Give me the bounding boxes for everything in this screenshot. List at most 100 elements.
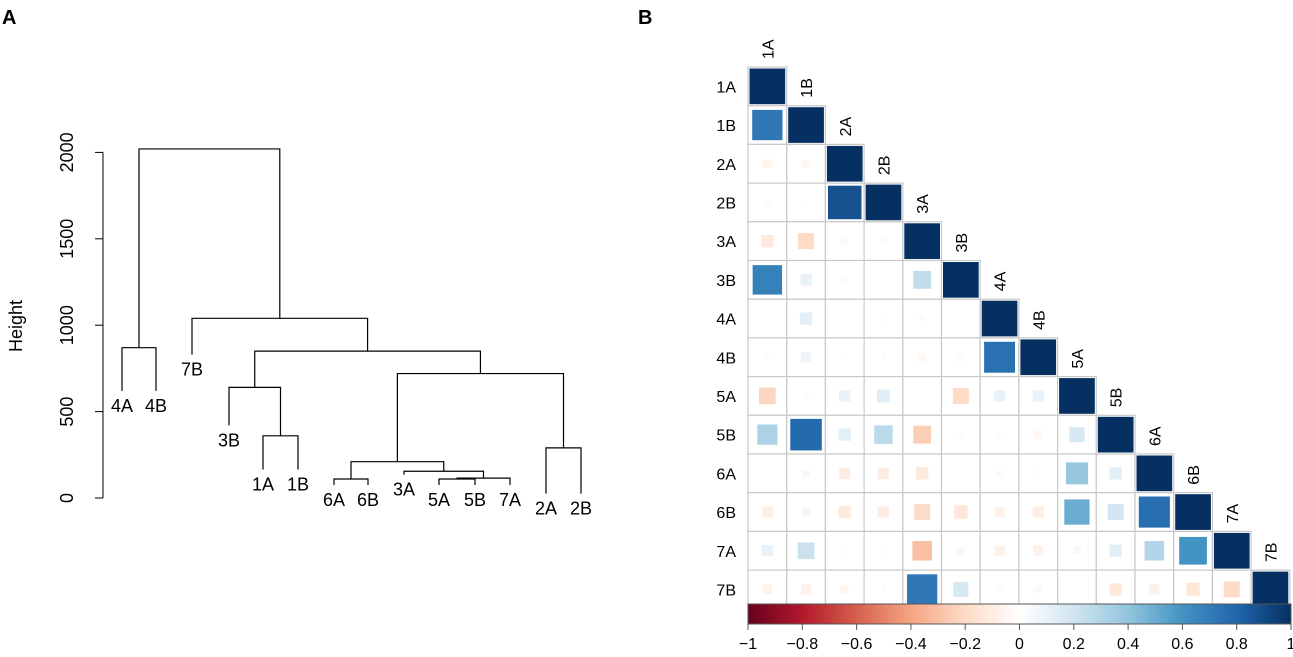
corr-square-4B-1A bbox=[764, 354, 770, 360]
dendrogram-link bbox=[545, 447, 582, 494]
corr-square-6B-2B bbox=[877, 506, 890, 518]
row-label-4b: 4B bbox=[716, 350, 736, 367]
corr-square-4A-4A bbox=[981, 300, 1018, 337]
row-label-7b: 7B bbox=[716, 582, 736, 599]
y-tick-label: 0 bbox=[57, 493, 77, 503]
corr-square-3A-1B bbox=[798, 233, 815, 250]
col-label-5a: 5A bbox=[1070, 349, 1087, 369]
corr-square-5A-4A bbox=[993, 390, 1006, 402]
col-label-4b: 4B bbox=[1031, 310, 1048, 330]
dendrogram-links bbox=[121, 148, 582, 494]
leaf-label-1b: 1B bbox=[287, 474, 309, 494]
row-label-7a: 7A bbox=[716, 544, 736, 561]
corr-square-1A-1A bbox=[749, 68, 786, 105]
corr-square-6B-2A bbox=[838, 505, 851, 519]
corr-square-2A-2A bbox=[826, 145, 863, 182]
corr-square-6A-3A bbox=[915, 467, 929, 480]
dendrogram-link bbox=[333, 478, 369, 486]
corr-square-5A-3B bbox=[952, 387, 969, 404]
corr-square-6A-5A bbox=[1065, 462, 1088, 485]
corr-square-4B-3A bbox=[918, 353, 927, 362]
corr-square-7B-7A bbox=[1223, 581, 1240, 598]
colorbar-tick-label: 0.2 bbox=[1063, 636, 1085, 653]
leaf-label-4a: 4A bbox=[111, 396, 133, 416]
corr-square-5A-5A bbox=[1059, 378, 1095, 414]
leaf-label-5b: 5B bbox=[464, 490, 486, 510]
corr-square-3B-3B bbox=[943, 262, 979, 298]
corr-square-5B-1B bbox=[790, 418, 822, 451]
colorbar-tick-label: 0.8 bbox=[1226, 636, 1248, 653]
colorbar-tick-label: 1 bbox=[1287, 636, 1293, 653]
corr-square-6A-4B bbox=[1035, 470, 1041, 476]
corr-square-6A-3B bbox=[959, 471, 963, 476]
corr-square-6B-4B bbox=[1032, 506, 1044, 518]
corr-square-7A-7A bbox=[1213, 532, 1250, 569]
corr-square-5A-2B bbox=[877, 389, 890, 403]
row-label-2b: 2B bbox=[716, 195, 736, 212]
leaf-label-1a: 1A bbox=[252, 474, 274, 494]
dendrogram-link bbox=[403, 470, 485, 479]
corr-square-7A-3B bbox=[956, 546, 965, 555]
corr-square-4B-2A bbox=[842, 354, 848, 360]
corr-square-6A-5B bbox=[1109, 467, 1122, 480]
corr-square-5B-4B bbox=[1034, 430, 1043, 439]
row-label-6b: 6B bbox=[716, 505, 736, 522]
col-label-6b: 6B bbox=[1186, 465, 1203, 485]
row-label-1b: 1B bbox=[716, 118, 736, 135]
corr-square-3B-1A bbox=[752, 265, 783, 295]
colorbar-tick-label: −1 bbox=[739, 636, 757, 653]
cell-3B-2B bbox=[863, 259, 904, 300]
corr-square-3B-2A bbox=[841, 276, 848, 283]
colorbar-tick-label: −0.2 bbox=[949, 636, 981, 653]
dendrogram-link bbox=[350, 461, 445, 479]
corr-square-2B-2A bbox=[828, 185, 862, 220]
row-label-3b: 3B bbox=[716, 273, 736, 290]
correlation-matrix: 1A 1A 1B 1B 2A 2A 2B 2B 3A 3A 3B 3B 4A 4A 4B 4B 5A 5A 5B 5B… bbox=[716, 39, 1291, 610]
corr-square-3A-3A bbox=[904, 223, 940, 259]
leaf-label-2a: 2A bbox=[535, 499, 557, 519]
corr-square-7A-6A bbox=[1144, 540, 1165, 561]
corr-square-5B-3A bbox=[913, 425, 932, 444]
corr-square-4A-2B bbox=[880, 316, 886, 322]
corr-square-2B-2B bbox=[865, 184, 902, 221]
corr-square-7B-1A bbox=[762, 584, 773, 595]
corr-square-7B-3B bbox=[953, 581, 969, 598]
corr-square-5A-4B bbox=[1032, 390, 1044, 402]
corr-square-7B-5B bbox=[1109, 583, 1122, 596]
corr-square-1B-1B bbox=[788, 107, 824, 143]
corr-square-4B-1B bbox=[801, 352, 812, 363]
leaf-label-4b: 4B bbox=[145, 396, 167, 416]
corr-square-4B-2B bbox=[880, 354, 886, 360]
corr-square-5B-5A bbox=[1069, 427, 1085, 443]
corr-square-7A-1B bbox=[797, 542, 815, 560]
row-label-1a: 1A bbox=[716, 79, 736, 96]
col-label-7a: 7A bbox=[1225, 504, 1242, 524]
corr-square-3A-2A bbox=[841, 237, 849, 245]
corr-square-6B-3A bbox=[914, 504, 931, 521]
corr-square-7B-1B bbox=[801, 584, 812, 595]
colorbar-ticks: −1 −0.8 −0.6 −0.4 −0.2 0 0.2 0.4 0.6 0.8 1 bbox=[739, 624, 1293, 653]
dendrogram-y-axis-label: Height bbox=[6, 300, 26, 352]
corr-square-5A-2A bbox=[839, 390, 851, 402]
corr-square-7B-7B bbox=[1252, 571, 1289, 608]
corr-square-7B-3A bbox=[907, 574, 938, 605]
leaf-label-5a: 5A bbox=[428, 490, 450, 510]
cell-4A-2A bbox=[824, 298, 865, 339]
colorbar-tick-label: 0.4 bbox=[1117, 636, 1139, 653]
col-label-1b: 1B bbox=[799, 78, 816, 98]
leaf-label-3a: 3A bbox=[393, 480, 415, 500]
corr-square-7B-4A bbox=[996, 586, 1003, 593]
leaf-label-6a: 6A bbox=[323, 490, 345, 510]
leaf-label-6b: 6B bbox=[357, 490, 379, 510]
corr-square-7A-6B bbox=[1179, 536, 1207, 565]
panel-a-letter: A bbox=[2, 7, 16, 29]
corr-square-7A-4B bbox=[1033, 545, 1044, 556]
row-label-2a: 2A bbox=[716, 157, 736, 174]
corr-square-4B-4B bbox=[1020, 339, 1057, 376]
leaf-label-2b: 2B bbox=[570, 499, 592, 519]
corr-square-6A-6A bbox=[1136, 455, 1173, 492]
dendrogram-link bbox=[121, 347, 157, 391]
corr-square-7B-2B bbox=[880, 586, 886, 592]
corr-square-4A-3A bbox=[919, 315, 926, 322]
dendrogram-link bbox=[396, 372, 565, 462]
